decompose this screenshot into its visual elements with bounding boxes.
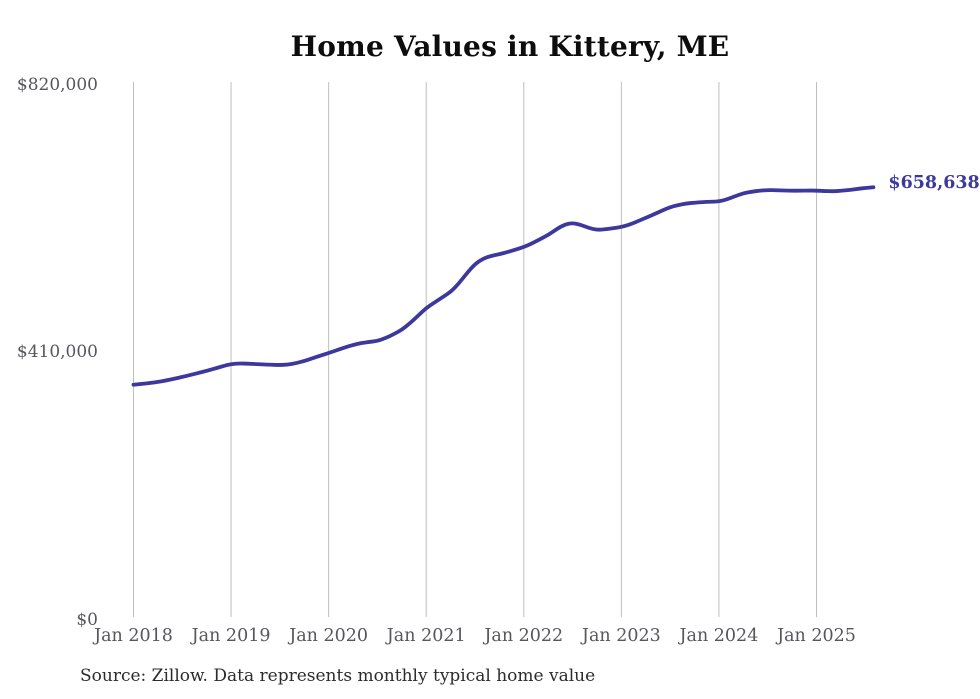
y-tick-label: $0	[76, 609, 98, 630]
value-line	[131, 185, 876, 387]
x-tick-label: Jan 2024	[679, 626, 759, 646]
y-tick-label: $820,000	[16, 74, 98, 95]
x-tick-label: Jan 2018	[94, 626, 173, 646]
x-tick-label: Jan 2023	[581, 626, 661, 646]
latest-value-label: $658,638	[888, 172, 980, 193]
source-note: Source: Zillow. Data represents monthly …	[80, 666, 596, 686]
y-tick-label: $410,000	[16, 342, 98, 362]
x-tick-label: Jan 2021	[386, 626, 466, 646]
chart-title: Home Values in Kittery, ME	[290, 30, 730, 63]
x-tick-label: Jan 2022	[484, 626, 564, 646]
x-tick-label: Jan 2019	[191, 626, 271, 646]
x-tick-label: Jan 2020	[289, 626, 369, 646]
x-tick-label: Jan 2025	[777, 626, 856, 646]
